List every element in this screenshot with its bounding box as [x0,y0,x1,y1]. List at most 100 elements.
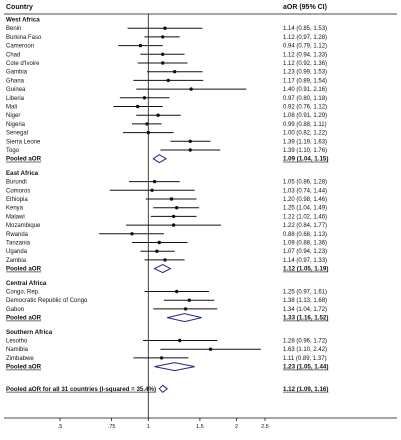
group-title-west-africa: West Africa [6,17,40,24]
x-tick-label: .5 [58,424,63,430]
point-estimate [142,96,147,100]
study-label: Namibia [6,347,29,353]
study-row-burundi: Burundi 1.05 (0.86, 1.28) [6,180,327,186]
point-estimate [155,249,159,253]
study-estimate: 1.22 (0.84, 1.77) [283,223,327,229]
study-label: Gabon [6,307,24,313]
study-label: Nigeria [6,122,26,128]
point-estimate [169,197,174,201]
study-row-malawi: Malawi 1.22 (1.02, 1.46) [6,214,327,220]
pooled-row-west-africa: Pooled aOR 1.09 (1.04, 1.15) [6,154,328,164]
point-estimate [183,307,188,311]
point-estimate [175,289,179,294]
study-label: Rwanda [6,232,29,238]
study-estimate: 1.38 (1.13, 1.68) [283,298,327,304]
study-label: Senegal [6,131,28,137]
x-axis-ticks: .5 .75 1 1.5 2 2.5 [58,418,269,430]
overall-pooled-row: Pooled aOR for all 31 countries (I-squar… [6,384,328,393]
pooled-diamond [158,384,169,393]
pooled-diamond [167,313,202,323]
point-estimate [130,232,134,236]
study-label: Togo [6,148,20,154]
study-label: Chad [6,52,20,58]
pooled-label: Pooled aOR [6,266,42,273]
study-estimate: 1.25 (0.97, 1.61) [283,290,327,296]
pooled-diamond [153,264,172,274]
point-estimate [138,43,143,48]
study-label: Sierra Leone [6,139,41,145]
point-estimate [156,113,160,117]
pooled-diamond [152,154,168,164]
study-row-kenya: Kenya 1.25 (1.04, 1.49) [6,206,327,212]
study-row-nigeria: Nigeria 0.99 (0.88, 1.11) [6,122,327,128]
study-label: Kenya [6,206,24,212]
pooled-estimate: 1.33 (1.16, 1.52) [283,315,328,322]
x-tick-label: .75 [108,424,116,430]
study-estimate: 1.23 (0.99, 1.53) [283,70,327,76]
point-estimate [161,61,165,65]
study-label: Zimbabwe [6,356,34,362]
x-tick-label: 2 [235,424,238,430]
overall-estimate: 1.12 (1.09, 1.16) [283,386,328,393]
study-label: Congo, Rep. [6,290,40,296]
study-label: Democratic Republic of Congo [6,298,88,304]
study-estimate: 1.14 (0.97, 1.33) [283,258,327,264]
study-row-mali: Mali 0.92 (0.76, 1.12) [6,105,327,111]
point-estimate [208,347,213,351]
point-estimate [150,188,154,192]
study-row-gambia: Gambia 1.23 (0.99, 1.53) [6,70,327,76]
study-label: Cote d'Ivoire [6,61,40,67]
study-row-sierra-leone: Sierra Leone 1.39 (1.19, 1.63) [6,139,327,145]
study-label: Burkina Faso [6,35,42,41]
study-label: Tanzania [6,241,31,247]
study-row-chad: Chad 1.12 (0.94, 1.33) [6,52,327,58]
study-row-uganda: Uganda 1.07 (0.94, 1.23) [6,249,327,255]
study-estimate: 1.09 (0.88, 1.36) [283,241,327,247]
point-estimate [188,148,192,152]
point-estimate [175,206,179,210]
point-estimate [146,130,150,135]
study-estimate: 0.94 (0.79, 1.12) [283,44,327,50]
study-row-togo: Togo 1.39 (1.10, 1.76) [6,148,327,154]
study-label: Zambia [6,258,27,264]
study-label: Guinea [6,87,26,93]
study-row-comoros: Comoros 1.03 (0.74, 1.44) [6,188,327,194]
point-estimate [152,179,157,184]
group-title-east-africa: East Africa [6,170,39,177]
study-label: Lesotho [6,339,28,345]
study-row-zimbabwe: Zimbabwe 1.11 (0.89, 1.37) [6,356,327,362]
study-label: Liberia [6,96,25,102]
x-tick-label: 1.5 [196,424,204,430]
study-label: Malawi [6,214,25,220]
point-estimate [187,298,192,302]
point-estimate [159,356,164,360]
point-estimate [163,26,167,30]
study-estimate: 1.17 (0.89, 1.54) [283,78,327,84]
study-estimate: 1.03 (0.74, 1.44) [283,188,327,194]
study-row-democratic-republic-of-congo: Democratic Republic of Congo 1.38 (1.13, … [6,298,327,304]
study-estimate: 1.25 (1.04, 1.49) [283,206,327,212]
point-estimate [171,223,176,227]
point-estimate [163,258,167,262]
point-estimate [171,214,176,219]
forest-rows: West Africa Benin 1.14 (0.85, 1.53) Burkina… [6,14,328,418]
study-label: Burundi [6,180,27,186]
point-estimate [189,87,193,91]
point-estimate [178,338,182,343]
pooled-label: Pooled aOR [6,315,42,322]
pooled-estimate: 1.12 (1.05, 1.19) [283,266,328,273]
study-estimate: 1.12 (0.92, 1.36) [283,61,327,67]
study-estimate: 0.92 (0.76, 1.12) [283,105,327,111]
study-row-senegal: Senegal 1.00 (0.82, 1.22) [6,131,327,137]
study-estimate: 1.00 (0.82, 1.22) [283,131,327,137]
study-estimate: 0.88 (0.68, 1.13) [283,232,327,238]
study-row-rwanda: Rwanda 0.88 (0.68, 1.13) [6,232,327,238]
study-label: Mozambique [6,223,41,229]
point-estimate [161,52,165,56]
study-label: Ethiopia [6,197,28,203]
study-estimate: 1.40 (0.91, 2.16) [283,87,327,93]
pooled-row-east-africa: Pooled aOR 1.12 (1.05, 1.19) [6,264,328,274]
point-estimate [145,122,149,126]
study-estimate: 0.99 (0.88, 1.11) [283,122,327,128]
